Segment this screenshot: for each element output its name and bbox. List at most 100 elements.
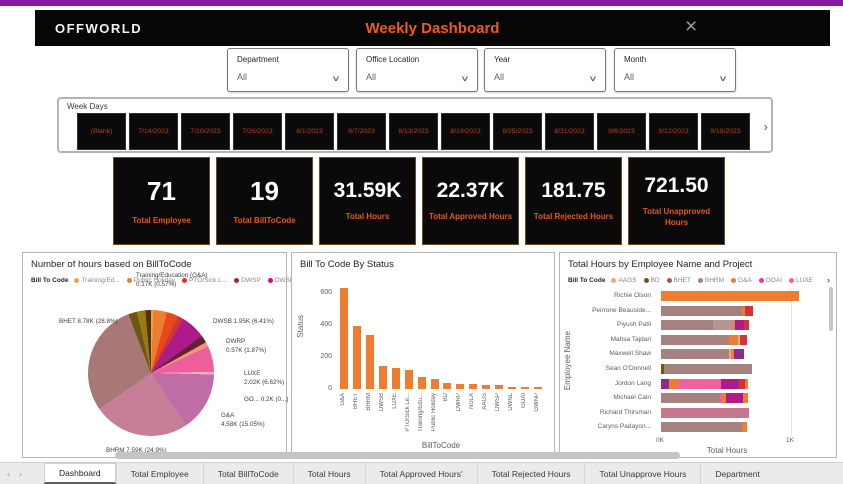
- x-axis-tick-label: BD: [443, 393, 450, 402]
- legend-label: AAGS: [618, 276, 637, 284]
- horizontal-scrollbar[interactable]: [115, 452, 680, 459]
- week-day-button[interactable]: 8/13/2023: [389, 113, 438, 150]
- x-axis-tick-label: BHET: [353, 393, 360, 410]
- kpi-value: 721.50: [644, 174, 709, 198]
- y-axis-tick: 0: [328, 385, 332, 392]
- tab-total-employee[interactable]: Total Employee: [115, 463, 203, 484]
- week-day-button[interactable]: 7/14/2023: [129, 113, 178, 150]
- stacked-bar-segment: [661, 291, 799, 301]
- stacked-bar-segment: [745, 305, 754, 316]
- kpi-card: 721.50 Total Unapproved Hours: [628, 157, 725, 245]
- bar: [520, 387, 529, 389]
- gridline: [791, 289, 792, 435]
- legend-dot-icon: [758, 277, 764, 283]
- week-day-button[interactable]: 7/26/2023: [233, 113, 282, 150]
- filter-month[interactable]: Month All ∨: [614, 48, 736, 92]
- top-accent-strip: [0, 0, 843, 6]
- week-day-button[interactable]: 9/6/2023: [597, 113, 646, 150]
- legend-item: LUXE: [789, 277, 813, 284]
- filter-year[interactable]: Year All ∨: [484, 48, 606, 92]
- employee-name-label: Piyush Patil: [617, 321, 651, 329]
- legend-dot-icon: [267, 277, 273, 283]
- stacked-y-axis-title: Employee Name: [563, 331, 572, 391]
- legend-item: G&A: [731, 277, 752, 284]
- tab-total-approved-hours-[interactable]: Total Approved Hours': [364, 463, 477, 484]
- week-day-button[interactable]: 8/19/2023: [441, 113, 490, 150]
- week-day-button[interactable]: 8/1/2023: [285, 113, 334, 150]
- tab-total-rejected-hours[interactable]: Total Rejected Hours: [476, 463, 585, 484]
- stacked-legend-items: AAGS BD BHET BHRM G&A GOAI LUXE: [611, 277, 813, 284]
- bar: [443, 383, 452, 389]
- bar: [417, 377, 426, 389]
- stacked-bar: [661, 291, 799, 301]
- filter-department[interactable]: Department All ∨: [227, 48, 349, 92]
- week-day-button[interactable]: (Blank): [77, 113, 126, 150]
- week-days-next-icon[interactable]: ›: [763, 119, 768, 134]
- week-days-label: Week Days: [67, 102, 108, 111]
- kpi-label: Total Hours: [345, 212, 390, 222]
- x-axis-tick-label: LUXE: [391, 393, 398, 409]
- legend-dot-icon: [789, 277, 795, 283]
- pie-data-label-line: GO... 0.2K (0...): [244, 396, 289, 403]
- week-day-button[interactable]: 8/31/2023: [545, 113, 594, 150]
- tab-prev-icon[interactable]: ‹: [7, 468, 10, 479]
- legend-dot-icon: [182, 277, 188, 283]
- bar-x-axis-title: BillToCode: [421, 441, 461, 450]
- x-axis-tick-label: GOAI: [520, 393, 527, 409]
- legend-label: BHRM: [704, 276, 725, 284]
- tab-dashboard[interactable]: Dashboard: [44, 463, 116, 484]
- employee-name-label: Richie Olson: [614, 292, 651, 299]
- legend-label: DWSP: [241, 276, 261, 284]
- tab-total-billtocode[interactable]: Total BillToCode: [202, 463, 293, 484]
- legend-item: Training/Ed...: [74, 277, 120, 284]
- x-axis-tick: 0K: [656, 437, 664, 444]
- tab-total-unapprove-hours[interactable]: Total Unapprove Hours: [584, 463, 700, 484]
- legend-label: BHET: [673, 276, 691, 284]
- week-day-button[interactable]: 9/18/2023: [701, 113, 750, 150]
- week-day-button[interactable]: 7/20/2023: [181, 113, 230, 150]
- page-title: Weekly Dashboard: [365, 19, 500, 37]
- stacked-bar: [661, 320, 750, 331]
- week-day-button[interactable]: 9/12/2023: [649, 113, 698, 150]
- stacked-bar-segment: [735, 320, 745, 331]
- kpi-value: 71: [147, 175, 176, 206]
- stacked-bar-segment: [719, 393, 723, 404]
- x-axis-tick-label: AAGS: [482, 393, 489, 410]
- stacked-bar-segment: [668, 378, 678, 389]
- stacked-bar-segment: [661, 349, 729, 360]
- legend-item: GOAI: [758, 277, 782, 284]
- stacked-bar: [661, 422, 747, 433]
- pie-data-label-line: DWRP: [226, 338, 246, 345]
- pie-data-label-line: 2.02K (6.62%): [244, 379, 285, 387]
- tab-department[interactable]: Department: [700, 463, 773, 484]
- filter-label: Office Location: [366, 55, 420, 64]
- employee-name-label: Peirrone Beauside...: [592, 306, 651, 314]
- stacked-legend-more-icon[interactable]: ›: [827, 275, 830, 285]
- x-axis-tick-label: G&A: [340, 393, 347, 406]
- pie-legend: Bill To Code Training/Ed... Public Holida…: [31, 275, 303, 285]
- stacked-bar: [661, 349, 745, 360]
- tab-next-icon[interactable]: ›: [19, 468, 22, 479]
- tab-total-hours[interactable]: Total Hours: [292, 463, 365, 484]
- stacked-bar-segment: [725, 393, 743, 404]
- week-day-button[interactable]: 8/25/2023: [493, 113, 542, 150]
- page-tab-bar: ‹ › Dashboard Total Employee Total BillToC…: [0, 462, 843, 484]
- kpi-label: Total BillToCode: [233, 215, 296, 225]
- pie-chart-panel: Number of hours based on BillToCode Bill…: [22, 252, 303, 458]
- stacked-bar-segment: [661, 407, 750, 418]
- stacked-bar-segment: [661, 378, 669, 389]
- vertical-scrollbar[interactable]: [829, 287, 833, 331]
- bar: [507, 387, 516, 389]
- close-icon[interactable]: ×: [685, 15, 698, 38]
- bar: [391, 368, 400, 389]
- filter-office-location[interactable]: Office Location All ∨: [356, 48, 478, 92]
- stacked-bar-segment: [661, 305, 742, 316]
- pie-data-label: Training/Education (G&A) 0.17K (0.57%): [136, 271, 208, 289]
- legend-dot-icon: [643, 277, 649, 283]
- chevron-down-icon: ∨: [331, 74, 341, 83]
- pie-data-label: GO... 0.2K (0...): [244, 395, 288, 404]
- filter-selected-value: All: [237, 72, 248, 82]
- employee-name-label: Mahsa Tajdari: [610, 335, 651, 343]
- week-day-button[interactable]: 8/7/2023: [337, 113, 386, 150]
- stacked-legend-title: Bill To Code: [568, 276, 606, 284]
